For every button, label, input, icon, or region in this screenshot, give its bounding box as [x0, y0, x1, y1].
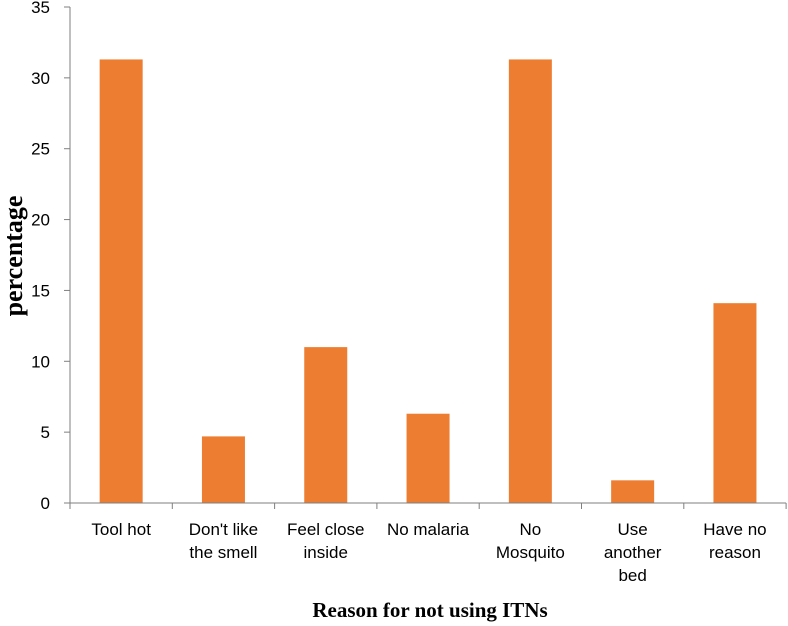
- y-tick-label: 0: [41, 494, 50, 513]
- bar: [406, 413, 450, 503]
- y-tick-label: 5: [41, 423, 50, 442]
- y-tick-label: 20: [31, 211, 50, 230]
- bar: [713, 303, 757, 503]
- bars-group: [99, 59, 757, 503]
- bar: [304, 347, 348, 503]
- bar: [99, 59, 143, 503]
- bar: [201, 436, 245, 503]
- x-category-label: No Mosquito: [496, 520, 565, 562]
- y-tick-label: 15: [31, 281, 50, 300]
- x-category-label: No malaria: [387, 520, 470, 539]
- y-tick-label: 10: [31, 352, 50, 371]
- x-category-label: Have no reason: [703, 520, 766, 562]
- x-category-label: Don't like the smell: [189, 520, 258, 562]
- x-category-label: Feel close inside: [287, 520, 364, 562]
- x-category-label: Use another bed: [604, 520, 662, 585]
- y-axis-title: percentage: [0, 196, 28, 317]
- x-category-label: Tool hot: [91, 520, 151, 539]
- x-axis-ticks: Tool hot Don't like the smell Feel close ins…: [69, 503, 787, 585]
- y-axis-ticks: 0 5 10 15 20 25 30 35: [31, 0, 70, 513]
- x-axis-title: Reason for not using ITNs: [312, 598, 547, 622]
- y-tick-label: 25: [31, 140, 50, 159]
- bar: [508, 59, 552, 503]
- y-tick-label: 30: [31, 69, 50, 88]
- bar: [611, 480, 655, 503]
- y-tick-label: 35: [31, 0, 50, 17]
